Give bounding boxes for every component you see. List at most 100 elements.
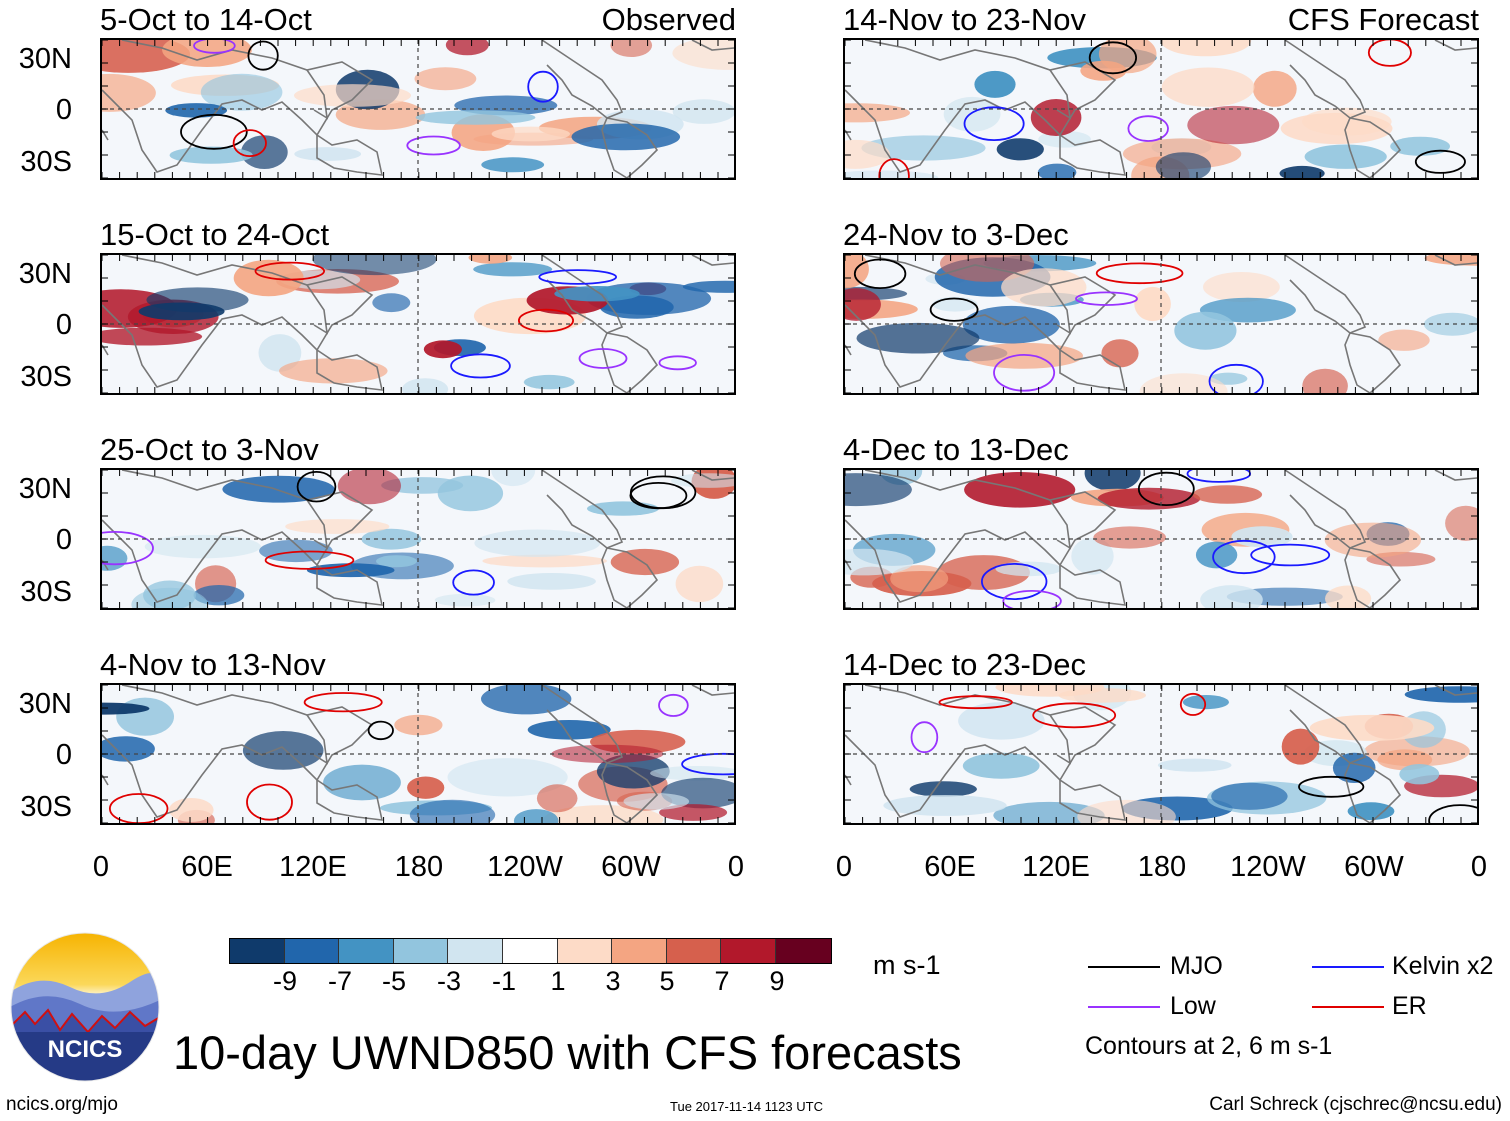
wind-anomaly-blob [883,795,1007,816]
wind-anomaly-blob [856,322,980,354]
coastline [601,117,659,178]
coastline [691,40,734,51]
map-panel-2 [100,253,736,395]
coastline [316,348,384,391]
wind-anomaly-blob [650,766,734,781]
wind-anomaly-blob [242,731,324,770]
contour-line [452,569,495,596]
main-title: 10-day UWND850 with CFS forecasts [173,1026,962,1079]
contour-line [247,40,279,71]
wind-anomaly-blob [1423,312,1477,336]
contour-line [527,70,559,103]
wind-anomaly-blob [102,327,203,346]
legend-er: ER [1392,992,1427,1020]
wind-anomaly-blob [958,702,1045,740]
lon-label-120e: 120E [279,851,347,883]
wind-anomaly-blob [376,555,417,568]
lon-label-60w: 60W [1344,851,1404,883]
panel-title-2: 15-Oct to 24-Oct [100,217,330,252]
wind-anomaly-blob [1378,329,1430,351]
wind-anomaly-blob [1174,311,1237,350]
wind-anomaly-blob [1101,339,1139,368]
contour-line [264,550,355,570]
contour-line [963,106,1025,141]
colorbar-label: 3 [605,966,621,996]
contour-line [232,129,267,157]
coastline [1434,255,1477,266]
coastline [1049,69,1072,120]
wind-anomaly-blob [258,334,302,372]
wind-anomaly-blob [306,563,395,578]
footer-url[interactable]: ncics.org/mjo [6,1094,118,1115]
wind-anomaly-blob [623,793,690,810]
map-panel-1 [100,38,736,180]
wind-anomaly-blob [445,40,489,56]
contour-line [578,348,628,369]
lat-label-eq: 0 [55,309,72,341]
contour-line [1032,702,1117,729]
wind-anomaly-blob [1071,537,1114,575]
wind-anomaly-blob [1157,758,1232,772]
wind-anomaly-blob [102,702,150,715]
lat-label-30s: 30S [20,791,72,823]
map-graphic [845,40,1477,178]
wind-anomaly-blob [407,776,445,799]
coastline [1434,40,1477,51]
lon-label-60w: 60W [601,851,661,883]
wind-anomaly-blob [587,501,659,516]
coastline [1344,547,1402,608]
colorbar [229,938,832,964]
contour-line [1127,115,1169,142]
wind-anomaly-blob [169,146,253,164]
wind-anomaly-blob [259,539,333,563]
wind-anomaly-blob [507,573,596,590]
map-graphic [845,685,1477,823]
lon-label-0: 0 [92,851,110,883]
contour-line [406,135,461,156]
wind-anomaly-blob [491,126,570,142]
wind-anomaly-blob [294,84,411,107]
colorbar-label: -5 [381,966,406,996]
lon-label-0-end: 0 [727,851,745,883]
wind-anomaly-blob [1390,136,1450,156]
wind-anomaly-blob [162,40,252,67]
legend-note: Contours at 2, 6 m s-1 [1085,1032,1333,1060]
lat-label-30n: 30N [18,258,72,290]
wind-anomaly-blob [138,302,225,321]
wind-anomaly-blob [845,288,881,321]
contour-line [254,261,325,281]
lat-label-eq: 0 [55,524,72,556]
wind-anomaly-blob [474,529,601,557]
contour-line [993,354,1056,392]
legend-line-er [1312,1006,1384,1008]
coastline [102,40,374,173]
coastline [845,685,1117,818]
contour-line [878,158,910,178]
coastline [1434,470,1477,481]
lat-label-30n: 30N [18,473,72,505]
contour-line [450,353,511,379]
contour-line [1250,543,1331,567]
wind-anomaly-blob [1037,163,1077,178]
coastline [316,133,384,176]
wind-anomaly-blob [144,534,261,559]
colorbar-label: 1 [550,966,566,996]
wind-anomaly-blob [414,67,477,91]
legend-line-low [1088,1006,1160,1008]
wind-anomaly-blob [482,554,607,568]
wind-anomaly-blob [102,73,156,112]
colorbar-label: -1 [491,966,516,996]
colorbar-swatch [666,939,722,963]
coastline [1344,762,1402,823]
wind-anomaly-blob [402,378,449,393]
wind-anomaly-blob [995,561,1062,577]
contour-line [1137,471,1195,507]
coastline [1344,332,1402,393]
contour-line [102,531,154,566]
coastline [541,685,624,764]
panel-title-5: 14-Nov to 23-Nov [843,2,1086,37]
lat-label-30n: 30N [18,43,72,75]
wind-anomaly-blob [312,255,437,276]
wind-anomaly-blob [1187,105,1280,145]
colorbar-label: -9 [272,966,297,996]
